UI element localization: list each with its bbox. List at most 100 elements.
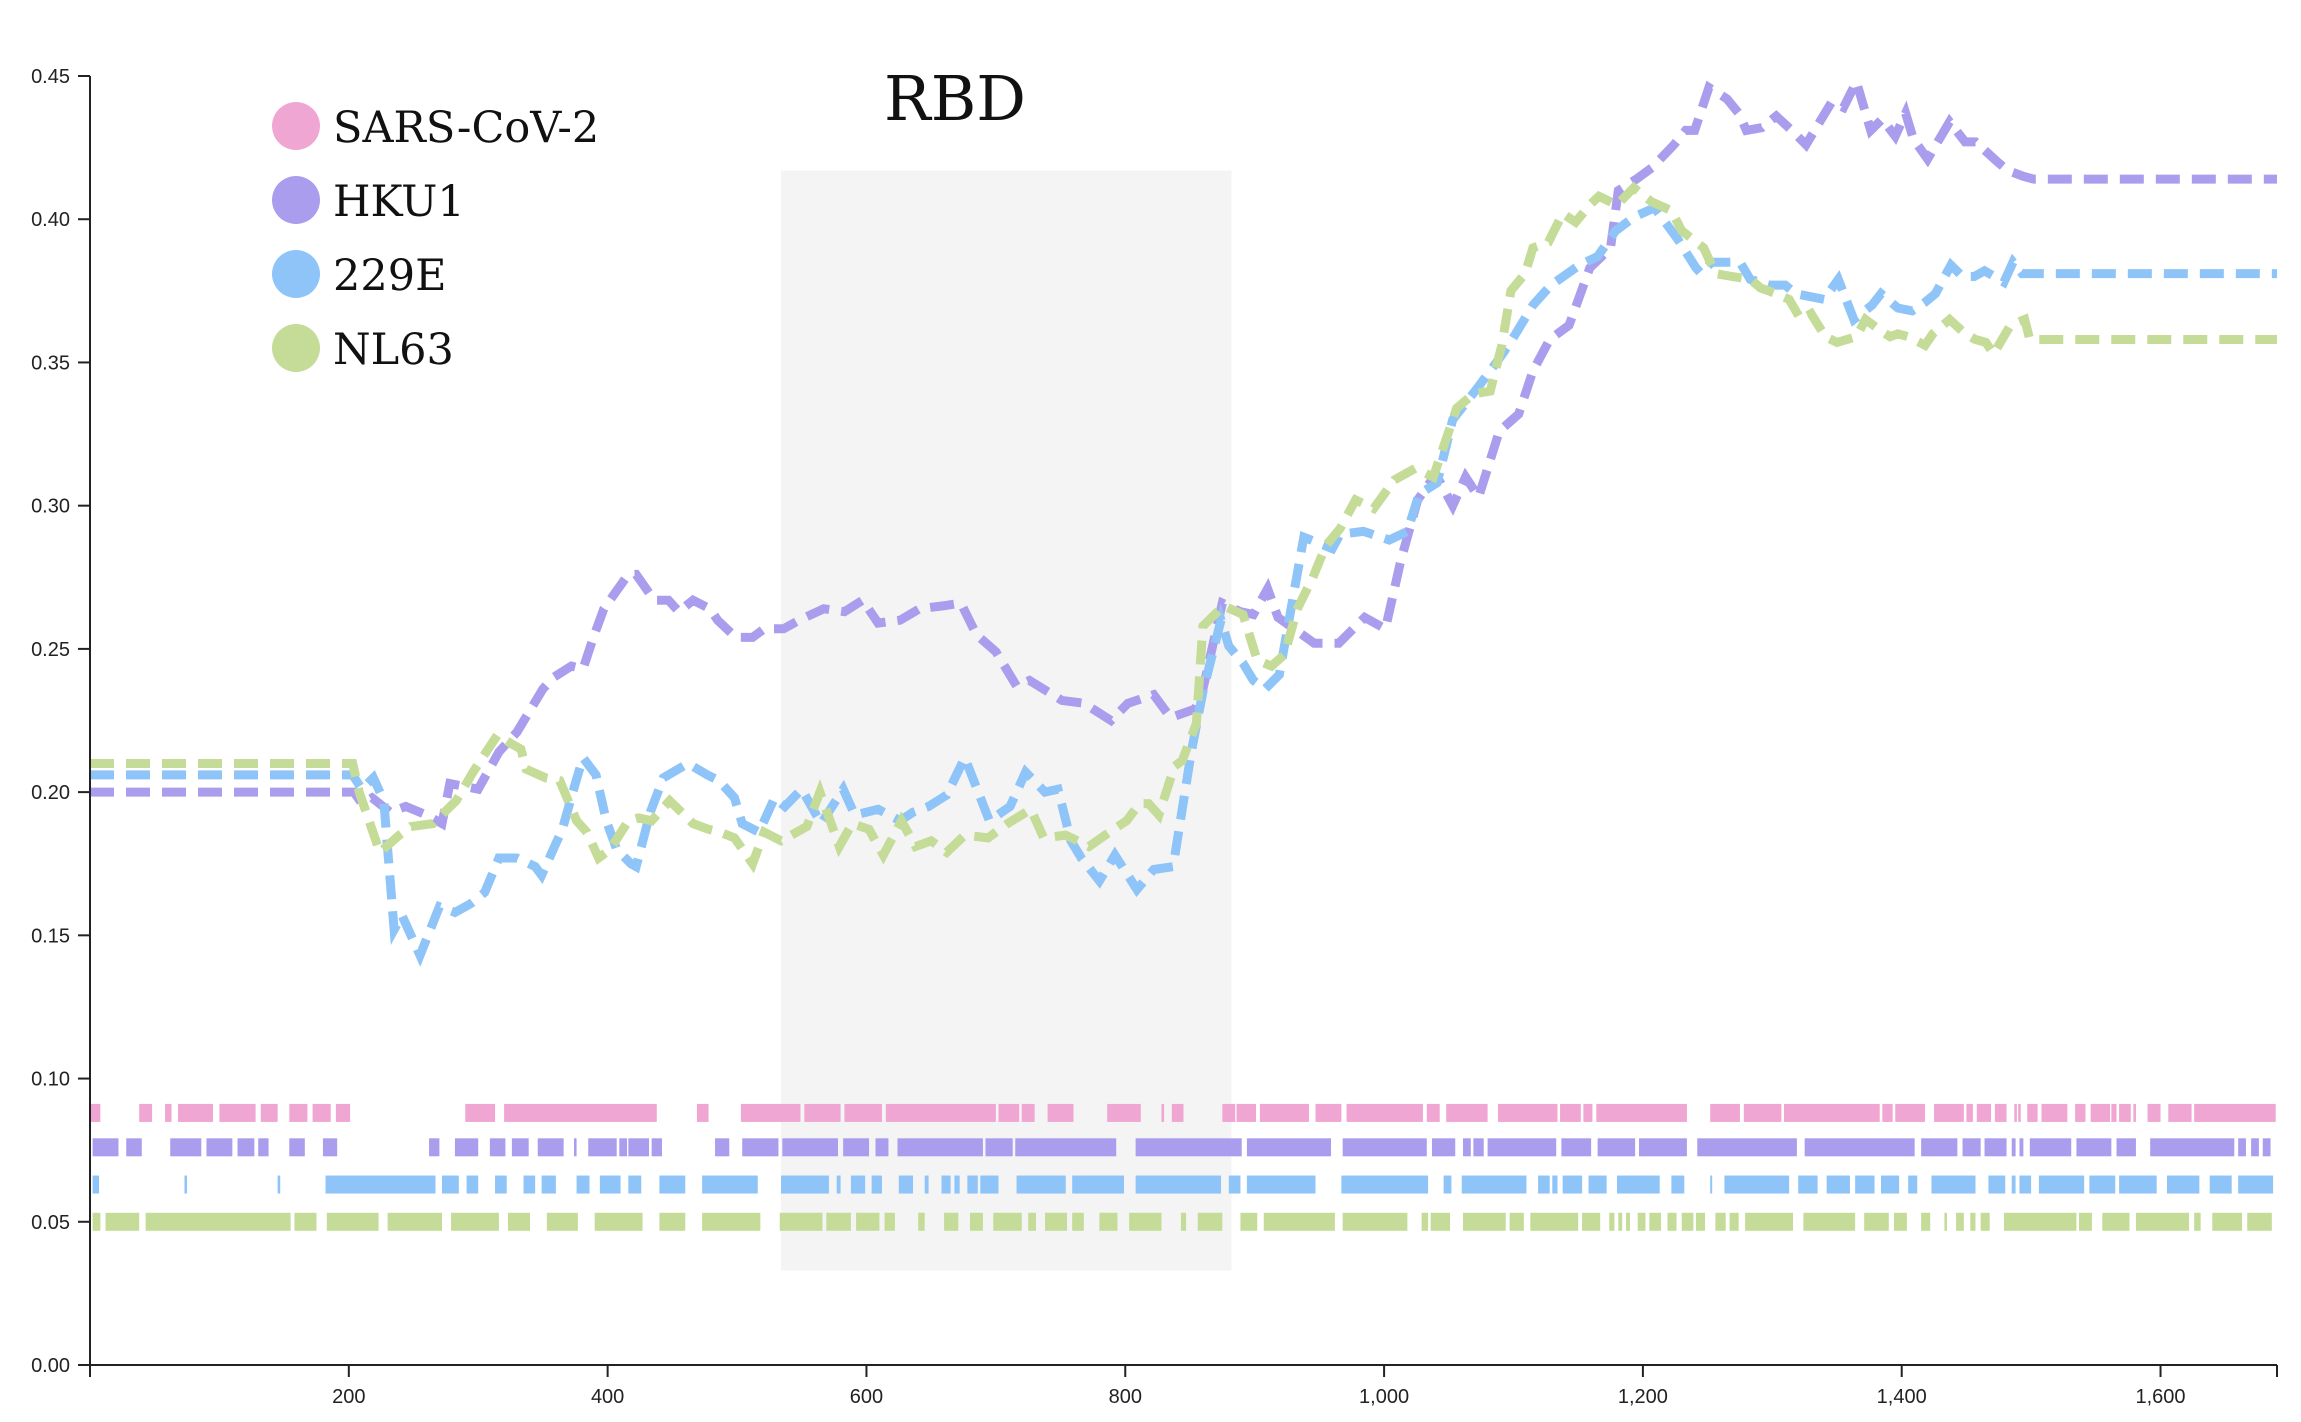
coverage-segment xyxy=(1697,1138,1797,1157)
coverage-segment xyxy=(1246,1175,1316,1194)
coverage-segment xyxy=(92,1175,100,1194)
coverage-segment xyxy=(1047,1103,1074,1122)
coverage-segment xyxy=(2011,1175,2016,1194)
coverage-segment xyxy=(1228,1175,1241,1194)
legend-swatch xyxy=(272,102,320,150)
y-tick-label: 0.00 xyxy=(31,1355,70,1377)
coverage-segment xyxy=(1671,1175,1685,1194)
coverage-segment xyxy=(1135,1138,1242,1157)
legend-label: HKU1 xyxy=(333,177,465,227)
coverage-segment xyxy=(1956,1212,1964,1231)
coverage-segment xyxy=(1710,1175,1713,1194)
coverage-segment xyxy=(2209,1175,2232,1194)
coverage-segment xyxy=(1864,1212,1889,1231)
coverage-segment xyxy=(2119,1175,2157,1194)
coverage-segment xyxy=(2247,1212,2272,1231)
coverage-segment xyxy=(1016,1175,1066,1194)
coverage-segment xyxy=(2018,1103,2021,1122)
coverage-segment xyxy=(1921,1138,1958,1157)
coverage-track-229e xyxy=(92,1175,2274,1194)
coverage-segment xyxy=(659,1212,686,1231)
coverage-segment xyxy=(897,1138,983,1157)
coverage-segment xyxy=(1783,1103,1880,1122)
coverage-segment xyxy=(1934,1103,1964,1122)
coverage-segment xyxy=(1617,1175,1660,1194)
coverage-segment xyxy=(1562,1175,1583,1194)
axes: 0.00 0.05 0.10 0.15 0.20 0.25 0.30 0.35 0.40 0.45… xyxy=(31,66,2278,1408)
coverage-segment xyxy=(628,1175,642,1194)
x-tick-label: 1,600 xyxy=(2136,1386,2186,1408)
legend: SARS-CoV-2 HKU1 229E NL63 xyxy=(272,102,599,375)
coverage-segment xyxy=(451,1212,499,1231)
coverage-segment xyxy=(1342,1212,1408,1231)
coverage-segment xyxy=(2111,1103,2117,1122)
coverage-segment xyxy=(1582,1212,1601,1231)
coverage-segment xyxy=(206,1138,233,1157)
coverage-segment xyxy=(702,1175,758,1194)
coverage-segment xyxy=(1893,1212,1907,1231)
coverage-segment xyxy=(1695,1212,1706,1231)
coverage-segment xyxy=(594,1212,643,1231)
x-tick-label: 1,000 xyxy=(1359,1386,1409,1408)
coverage-segment xyxy=(1724,1175,1790,1194)
legend-swatch xyxy=(272,176,320,224)
coverage-segment xyxy=(2168,1103,2192,1122)
coverage-segment xyxy=(2116,1138,2136,1157)
coverage-segment xyxy=(599,1175,621,1194)
coverage-segment xyxy=(219,1103,256,1122)
coverage-segment xyxy=(2135,1212,2190,1231)
coverage-segment xyxy=(1463,1138,1471,1157)
coverage-segment xyxy=(884,1212,895,1231)
coverage-segment xyxy=(885,1103,996,1122)
coverage-segment xyxy=(1970,1212,1976,1231)
coverage-segment xyxy=(954,1175,960,1194)
coverage-segment xyxy=(1881,1175,1900,1194)
legend-item-229e: 229E xyxy=(272,250,446,301)
coverage-segment xyxy=(1988,1175,2006,1194)
coverage-segment xyxy=(619,1138,628,1157)
coverage-segment xyxy=(843,1138,870,1157)
coverage-segment xyxy=(2089,1175,2116,1194)
coverage-segment xyxy=(1421,1212,1429,1231)
coverage-segment xyxy=(2150,1138,2235,1157)
coverage-segment xyxy=(2019,1138,2024,1157)
coverage-segment xyxy=(779,1212,823,1231)
coverage-segment xyxy=(2212,1212,2243,1231)
coverage-segment xyxy=(2238,1138,2246,1157)
coverage-segment xyxy=(1015,1138,1117,1157)
coverage-segment xyxy=(165,1103,172,1122)
series-line-nl63 xyxy=(90,181,2277,874)
coverage-segment xyxy=(1263,1212,1335,1231)
coverage-segment xyxy=(139,1103,153,1122)
coverage-segment xyxy=(1028,1212,1036,1231)
coverage-segment xyxy=(322,1138,338,1157)
coverage-segment xyxy=(1431,1138,1456,1157)
coverage-segment xyxy=(2014,1103,2017,1122)
coverage-segment xyxy=(495,1175,507,1194)
coverage-segment xyxy=(2133,1103,2136,1122)
coverage-segment xyxy=(1962,1138,1981,1157)
y-tick-label: 0.05 xyxy=(31,1212,70,1234)
coverage-segment xyxy=(1538,1175,1550,1194)
coverage-segment xyxy=(702,1212,761,1231)
coverage-segment xyxy=(126,1138,142,1157)
coverage-segment xyxy=(1487,1138,1557,1157)
coverage-segment xyxy=(1980,1212,1990,1231)
coverage-segment xyxy=(2194,1103,2276,1122)
coverage-segment xyxy=(742,1138,779,1157)
y-tick-label: 0.30 xyxy=(31,496,70,518)
coverage-segment xyxy=(2238,1175,2274,1194)
coverage-segment xyxy=(1908,1175,1918,1194)
x-tick-label: 200 xyxy=(332,1386,365,1408)
coverage-segment xyxy=(237,1138,255,1157)
coverage-segment xyxy=(429,1138,440,1157)
coverage-segment xyxy=(2079,1212,2092,1231)
coverage-segment xyxy=(2075,1103,2086,1122)
coverage-segment xyxy=(1596,1103,1687,1122)
legend-swatch xyxy=(272,250,320,298)
coverage-segment xyxy=(258,1138,269,1157)
legend-item-nl63: NL63 xyxy=(272,324,454,375)
coverage-segment xyxy=(1667,1212,1677,1231)
legend-item-hku1: HKU1 xyxy=(272,176,465,227)
coverage-segment xyxy=(1826,1175,1850,1194)
